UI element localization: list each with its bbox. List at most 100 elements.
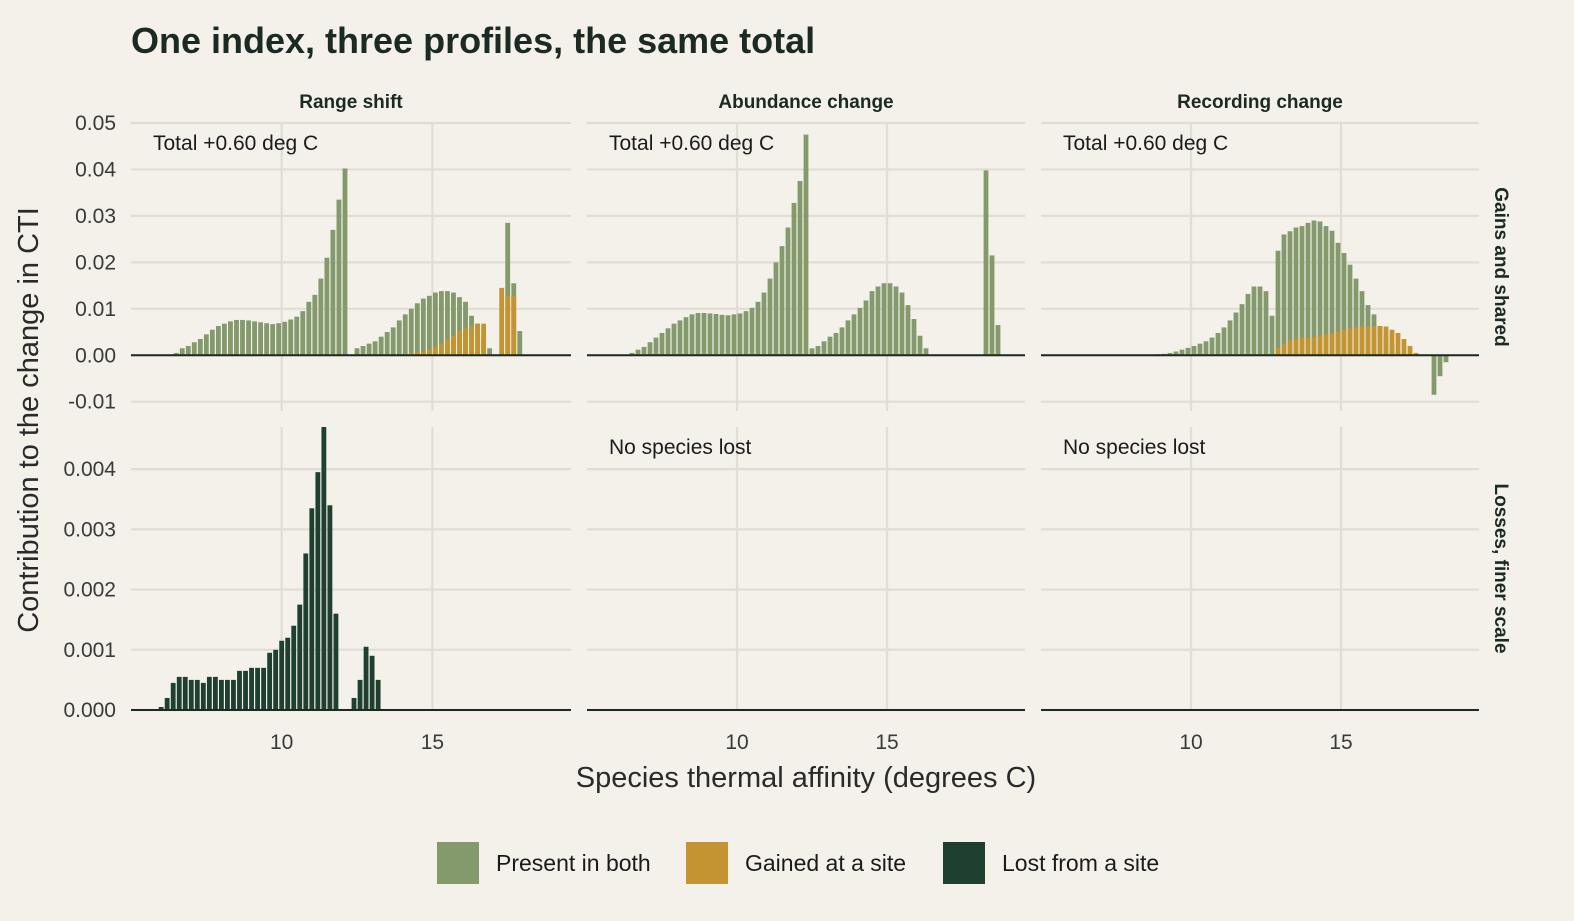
bar [893, 286, 899, 356]
bar [1185, 347, 1191, 356]
y-tick-label: -0.01 [68, 391, 116, 414]
bar [234, 319, 239, 356]
bar [1197, 343, 1203, 356]
bar [1323, 334, 1329, 356]
bar [1353, 278, 1359, 356]
bar [439, 291, 444, 356]
legend-item: Gained at a site [686, 842, 906, 884]
bar [176, 676, 182, 710]
bar [797, 181, 803, 356]
bar [363, 646, 369, 710]
bar [1365, 326, 1371, 356]
bar [432, 292, 438, 356]
panel-annotation: No species lost [1063, 436, 1206, 459]
column-strip-label: Range shift [299, 92, 403, 113]
bar [173, 352, 179, 356]
bar [839, 327, 845, 356]
bar [300, 311, 306, 356]
bar [1401, 339, 1407, 356]
row-strip-label: Losses, finer scale [1490, 483, 1511, 653]
bar [1359, 326, 1365, 356]
y-tick-label: 0.00 [75, 344, 116, 367]
bar [451, 335, 456, 356]
bar [917, 335, 923, 356]
bar [629, 352, 635, 356]
bar [451, 292, 456, 356]
bar [905, 305, 911, 356]
bar [420, 298, 426, 356]
x-tick-label: 15 [421, 731, 444, 754]
bar [749, 307, 755, 356]
bar [426, 349, 432, 356]
bar [457, 331, 462, 356]
bar [647, 342, 653, 356]
bar [1323, 226, 1329, 356]
bar [273, 649, 279, 710]
bar [333, 613, 339, 710]
bar [755, 301, 761, 356]
bar [791, 202, 797, 356]
y-axis-label: Contribution to the change in CTI [13, 207, 45, 633]
legend: Present in both Gained at a site Lost from… [437, 842, 1159, 884]
text-layer: -0.01 0.00 0.01 0.02 0.03 0.04 0.05 0.000 0.001 0… [63, 92, 1511, 754]
bar [1359, 291, 1365, 356]
bar [1317, 335, 1323, 356]
bar [761, 292, 767, 356]
bar [1347, 328, 1353, 356]
bars-layer [158, 134, 1449, 710]
bar [414, 352, 420, 356]
bar [1311, 336, 1317, 356]
bar [821, 341, 827, 356]
legend-label: Lost from a site [1002, 850, 1159, 876]
bar [215, 325, 221, 356]
bar [336, 199, 342, 356]
bar [264, 323, 270, 356]
bar [188, 679, 194, 710]
bar [457, 297, 462, 356]
bar [695, 312, 701, 356]
bar [408, 308, 414, 356]
bar [390, 327, 396, 356]
bar [475, 323, 480, 356]
bar [719, 314, 725, 356]
bar [191, 342, 197, 356]
bar [243, 670, 248, 710]
bar [164, 697, 170, 710]
bar [219, 679, 224, 710]
bar [408, 352, 414, 356]
bar [1191, 345, 1197, 356]
y-tick-label: 0.001 [63, 639, 116, 662]
bar [261, 667, 267, 710]
bar [689, 314, 695, 356]
bar [315, 472, 321, 710]
y-tick-label: 0.000 [63, 699, 116, 722]
bar [641, 346, 647, 356]
bar [1263, 291, 1269, 356]
bar [863, 300, 869, 356]
bar [357, 679, 363, 710]
bar [1293, 227, 1299, 356]
bar [179, 348, 185, 356]
legend-swatch [437, 842, 479, 884]
bar [439, 343, 444, 356]
bar [212, 676, 218, 710]
bar [1287, 231, 1293, 356]
bar [809, 348, 815, 356]
y-tick-label: 0.04 [75, 158, 116, 181]
bar [983, 170, 989, 356]
bar [1383, 326, 1389, 356]
column-strip-label: Abundance change [718, 92, 893, 113]
bar [899, 292, 905, 356]
bar [505, 222, 511, 356]
bar [1251, 286, 1257, 356]
bar [354, 348, 360, 356]
bar [420, 351, 426, 356]
bar [309, 508, 315, 710]
bar [665, 328, 671, 356]
bar [1173, 351, 1179, 356]
bar [1347, 264, 1353, 356]
bar [330, 229, 336, 356]
bar [1281, 343, 1287, 356]
bar [285, 637, 291, 710]
